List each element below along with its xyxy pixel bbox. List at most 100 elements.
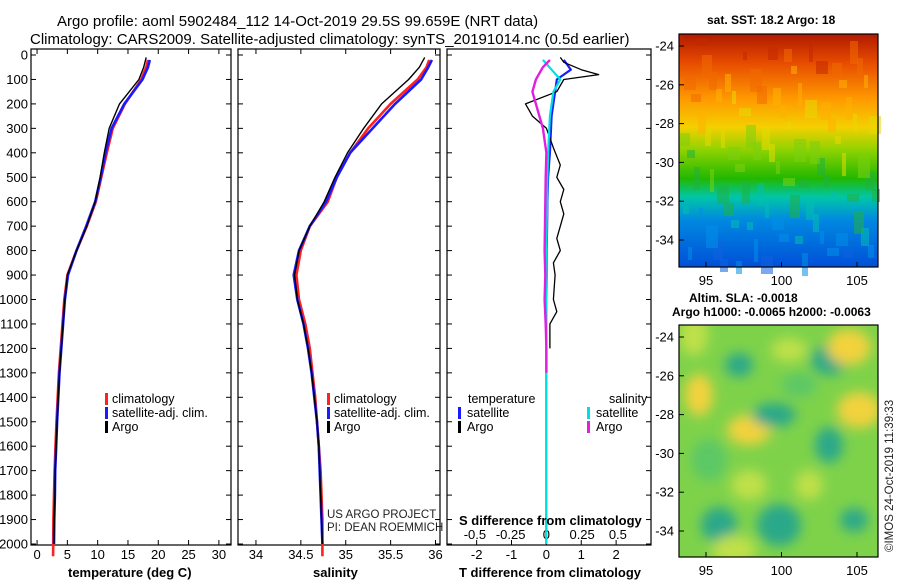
sst-texture-cell <box>780 105 786 118</box>
sst-texture-cell <box>735 164 745 172</box>
map-y-tick-label: -30 <box>655 155 674 170</box>
depth-tick-label: 1100 <box>0 316 28 331</box>
sst-texture-cell <box>746 125 756 148</box>
depth-tick-label: 1600 <box>0 439 28 454</box>
x-tick-label: 25 <box>181 547 195 562</box>
sst-texture-cell <box>698 111 706 134</box>
map-x-tick-label: 100 <box>771 563 793 578</box>
sst-texture-cell <box>694 167 700 190</box>
sst-texture-cell <box>761 256 773 274</box>
legend-label: climatology <box>334 392 397 406</box>
sst-texture-cell <box>831 192 835 200</box>
map-y-tick-label: -34 <box>655 233 674 248</box>
sst-texture-cell <box>857 58 863 76</box>
sst-texture-cell <box>832 63 842 76</box>
depth-tick-label: 400 <box>6 145 28 160</box>
sst-texture-cell <box>721 130 725 148</box>
depth-tick-label: 0 <box>21 48 28 63</box>
legend-label: satellite-adj. clim. <box>112 406 208 420</box>
sst-texture-cell <box>805 100 817 118</box>
sst-texture-cell <box>824 175 830 188</box>
depth-tick-label: 500 <box>6 170 28 185</box>
x-tick-label: 34 <box>249 547 263 562</box>
depth-tick-label: 1400 <box>0 390 28 405</box>
sst-texture-cell <box>839 80 847 88</box>
sst-map-y-ticks: -24 -26 -28 -30 -32 -34 <box>655 39 684 248</box>
sst-texture-cell <box>687 150 695 158</box>
map-x-tick-label: 105 <box>846 563 868 578</box>
sla-map-field <box>679 325 878 557</box>
legend-title-salinity: salinity <box>609 392 648 406</box>
sst-texture-cell <box>790 195 800 218</box>
depth-tick-label: 1800 <box>0 488 28 503</box>
sla-blob <box>685 374 713 416</box>
sst-texture-cell <box>816 61 828 74</box>
x-tick-label: -1 <box>506 547 518 562</box>
temperature-curves <box>51 57 152 557</box>
sst-texture-cell <box>836 233 848 246</box>
sla-blob <box>815 427 843 463</box>
s-tick-label: 0.25 <box>569 527 594 542</box>
map-y-tick-label: -26 <box>655 368 674 383</box>
temperature-panel <box>30 48 232 546</box>
sst-texture-cell <box>765 200 769 218</box>
series-line-satellite-adj-clim- <box>292 59 434 545</box>
sla-map-title-1: Altim. SLA: -0.0018 <box>689 291 798 305</box>
sst-texture-cell <box>794 139 806 162</box>
map-y-tick-label: -24 <box>655 39 674 54</box>
sst-texture-cell <box>758 183 764 206</box>
map-x-tick-label: 95 <box>699 563 713 578</box>
sla-blob <box>837 392 878 428</box>
sst-texture-cell <box>705 128 711 146</box>
sst-texture-cell <box>753 142 761 160</box>
sst-texture-cell <box>784 49 792 62</box>
sst-texture-cell <box>850 41 858 64</box>
x-tick-label: 30 <box>212 547 226 562</box>
sla-blob <box>795 470 823 500</box>
sst-texture-cell <box>742 181 750 204</box>
map-y-tick-label: -28 <box>655 116 674 131</box>
sst-texture-cell <box>724 203 734 216</box>
difference-xlabel: T difference from climatology <box>459 565 642 580</box>
legend-swatch-t-argo <box>458 421 461 433</box>
sla-blob <box>827 329 871 365</box>
sst-texture-cell <box>732 91 736 104</box>
legend-title-temperature: temperature <box>468 392 535 406</box>
series-line-argo <box>53 57 147 545</box>
x-tick-label: 20 <box>151 547 165 562</box>
title-line-2: Climatology: CARS2009. Satellite-adjuste… <box>30 31 629 48</box>
sst-texture-cell <box>691 94 701 102</box>
x-tick-label: 35 <box>338 547 352 562</box>
sla-map-y-ticks: -24 -26 -28 -30 -32 -34 <box>655 330 684 539</box>
s-tick-label: -0.25 <box>496 527 526 542</box>
legend-label: satellite-adj. clim. <box>334 406 430 420</box>
sla-map: -24 -26 -28 -30 -32 -34 95 100 105 <box>655 324 879 578</box>
sst-texture-cell <box>835 136 841 144</box>
sst-texture-cell <box>868 245 874 258</box>
x-tick-label: -2 <box>471 547 483 562</box>
depth-tick-label: 1200 <box>0 341 28 356</box>
sst-texture-cell <box>695 38 707 46</box>
sla-map-frame <box>678 324 879 558</box>
sla-blob <box>691 439 727 481</box>
sst-texture-cell <box>684 77 696 90</box>
x-tick-label: 2 <box>613 547 620 562</box>
map-y-tick-label: -34 <box>655 524 674 539</box>
sst-map-x-ticks: 95 100 105 <box>699 262 868 288</box>
sst-texture-cell <box>728 147 740 160</box>
depth-tick-label: 1300 <box>0 365 28 380</box>
x-tick-label: 5 <box>64 547 71 562</box>
sst-texture-cell <box>858 155 870 178</box>
depth-tick-label: 900 <box>6 268 28 283</box>
sst-texture-cell <box>688 247 692 260</box>
sst-texture-cell <box>799 180 809 188</box>
sst-texture-cell <box>710 169 714 192</box>
sst-texture-cell <box>731 220 739 228</box>
depth-tick-label: 200 <box>6 96 28 111</box>
sla-map-title-2: Argo h1000: -0.0065 h2000: -0.0063 <box>672 305 871 319</box>
series-line-satellite-adj-clim- <box>52 59 152 545</box>
depth-tick-label: 1900 <box>0 512 28 527</box>
sst-texture-cell <box>847 194 859 202</box>
depth-tick-label: 1000 <box>0 292 28 307</box>
sst-texture-cell <box>810 141 820 164</box>
